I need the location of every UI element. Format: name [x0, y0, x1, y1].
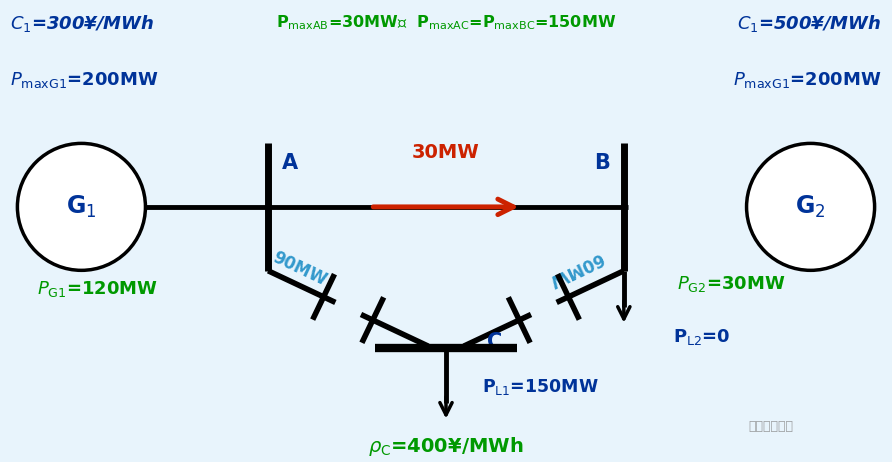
- Text: $\mathit{P}_{\rm maxG1}$=200MW: $\mathit{P}_{\rm maxG1}$=200MW: [733, 70, 881, 90]
- Text: P$_{\rm maxAB}$=30MW，  P$_{\rm maxAC}$=P$_{\rm maxBC}$=150MW: P$_{\rm maxAB}$=30MW， P$_{\rm maxAC}$=P$…: [276, 13, 616, 31]
- Text: P$_{\rm L2}$=0: P$_{\rm L2}$=0: [673, 327, 731, 347]
- Text: A: A: [283, 153, 299, 174]
- Ellipse shape: [18, 143, 145, 270]
- Text: 60MW: 60MW: [545, 248, 605, 289]
- Text: 90MW: 90MW: [269, 248, 329, 289]
- Text: $\mathit{P}_{\rm G2}$=30MW: $\mathit{P}_{\rm G2}$=30MW: [677, 274, 786, 294]
- Text: $\mathit{C}_1$=500¥/MWh: $\mathit{C}_1$=500¥/MWh: [738, 13, 881, 34]
- Text: G$_2$: G$_2$: [796, 194, 826, 220]
- Text: 走进电力市场: 走进电力市场: [748, 419, 793, 432]
- Text: 30MW: 30MW: [412, 143, 480, 162]
- Text: $\rho_{\rm C}$=400¥/MWh: $\rho_{\rm C}$=400¥/MWh: [368, 435, 524, 458]
- Ellipse shape: [747, 143, 874, 270]
- Text: $\mathit{P}_{\rm maxG1}$=200MW: $\mathit{P}_{\rm maxG1}$=200MW: [11, 70, 159, 90]
- Text: P$_{\rm L1}$=150MW: P$_{\rm L1}$=150MW: [482, 377, 599, 397]
- Text: $\mathit{C}_1$=300¥/MWh: $\mathit{C}_1$=300¥/MWh: [11, 13, 154, 34]
- Text: C: C: [487, 332, 502, 352]
- Text: B: B: [594, 153, 609, 174]
- Text: $\mathit{P}_{\rm G1}$=120MW: $\mathit{P}_{\rm G1}$=120MW: [37, 279, 158, 299]
- Text: G$_1$: G$_1$: [66, 194, 96, 220]
